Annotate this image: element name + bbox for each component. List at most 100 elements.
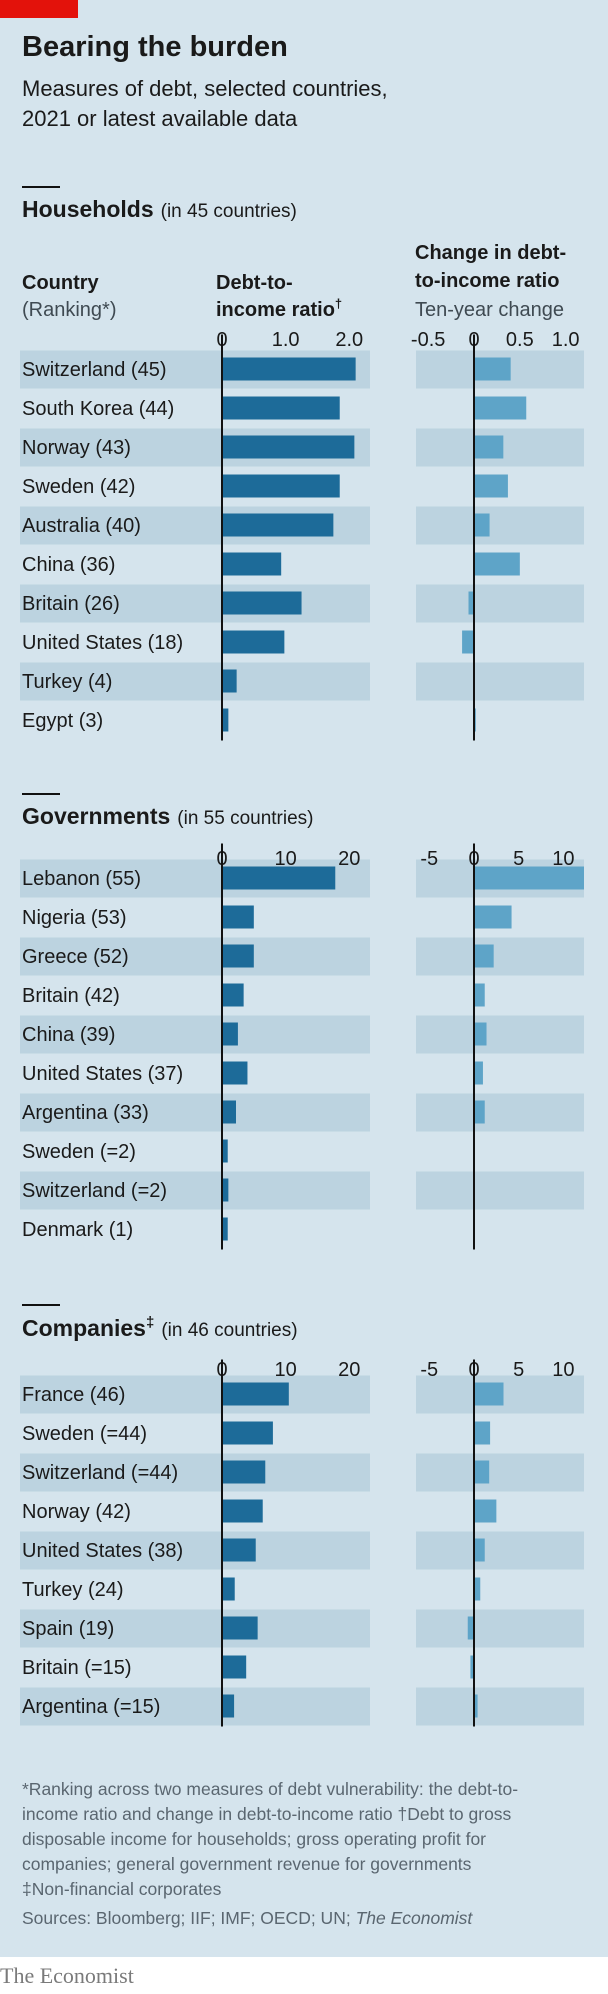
bar-ratio bbox=[222, 1178, 229, 1202]
row-band-right bbox=[416, 1687, 584, 1726]
row-label: Britain (42) bbox=[22, 985, 120, 1007]
row-label: Spain (19) bbox=[22, 1618, 114, 1640]
row-band-right bbox=[416, 1609, 584, 1648]
section-title: Households (in 45 countries) bbox=[22, 196, 297, 222]
row-label: Sweden (=44) bbox=[22, 1423, 147, 1445]
row-band-right bbox=[416, 1171, 584, 1210]
tick-label-change: -5 bbox=[420, 848, 438, 870]
row-band-right bbox=[416, 1531, 584, 1570]
row-label: Australia (40) bbox=[22, 515, 141, 537]
section-companies: Companies‡(in 46 countries)01020-50510Fr… bbox=[20, 1304, 584, 1727]
row-label: Turkey (24) bbox=[22, 1579, 124, 1601]
row-label: Denmark (1) bbox=[22, 1219, 133, 1241]
column-header-ratio-line2: income ratio† bbox=[216, 296, 342, 321]
bar-change bbox=[474, 1460, 490, 1484]
bar-ratio bbox=[222, 669, 237, 693]
row-label: Norway (43) bbox=[22, 437, 131, 459]
row-label: Turkey (4) bbox=[22, 671, 112, 693]
bar-change bbox=[474, 944, 494, 968]
row-label: Nigeria (53) bbox=[22, 907, 126, 929]
chart-sections: Households(in 45 countries)01.02.0-0.500… bbox=[20, 186, 584, 1727]
row-label: China (39) bbox=[22, 1024, 115, 1046]
bar-ratio bbox=[222, 396, 340, 420]
bar-change bbox=[474, 1577, 481, 1601]
bar-ratio bbox=[222, 1217, 228, 1241]
bar-ratio bbox=[222, 1655, 247, 1679]
bar-change bbox=[474, 474, 508, 498]
chart-subtitle-line1: Measures of debt, selected countries, bbox=[22, 76, 388, 101]
bar-change bbox=[474, 1499, 497, 1523]
row-band-left bbox=[20, 1609, 370, 1648]
section-households: Households(in 45 countries)01.02.0-0.500… bbox=[20, 186, 584, 741]
bar-ratio bbox=[222, 1100, 236, 1124]
row-band-left bbox=[20, 937, 370, 976]
row-label: Sweden (42) bbox=[22, 476, 135, 498]
column-header-change-line2: to-income ratio bbox=[415, 270, 559, 292]
row-band-left bbox=[20, 662, 370, 701]
bar-ratio bbox=[222, 983, 244, 1007]
bar-ratio bbox=[222, 474, 340, 498]
row-label: Egypt (3) bbox=[22, 710, 103, 732]
chart-subtitle-line2: 2021 or latest available data bbox=[22, 106, 298, 131]
section-title: Governments (in 55 countries) bbox=[22, 803, 314, 829]
bar-change bbox=[470, 1655, 474, 1679]
chart-title: Bearing the burden bbox=[22, 31, 288, 63]
tick-label-change: 10 bbox=[552, 1359, 574, 1381]
row-label: Switzerland (45) bbox=[22, 359, 167, 381]
bar-ratio bbox=[222, 1499, 263, 1523]
row-label: United States (18) bbox=[22, 632, 183, 654]
footnote-line3: disposable income for households; gross … bbox=[22, 1829, 486, 1849]
row-band-right bbox=[416, 584, 584, 623]
row-band-left bbox=[20, 1015, 370, 1054]
bar-ratio bbox=[222, 1061, 248, 1085]
footnote-line1: *Ranking across two measures of debt vul… bbox=[22, 1779, 518, 1799]
tick-label-change: 1.0 bbox=[552, 329, 580, 351]
row-band-left bbox=[20, 1531, 370, 1570]
row-label: France (46) bbox=[22, 1384, 125, 1406]
row-label: China (36) bbox=[22, 554, 115, 576]
bar-ratio bbox=[222, 905, 254, 929]
row-band-right bbox=[416, 1093, 584, 1132]
bar-change bbox=[474, 513, 490, 537]
footnote-line5: ‡Non-financial corporates bbox=[22, 1879, 222, 1899]
tick-label-change: -0.5 bbox=[411, 329, 445, 351]
row-band-left bbox=[20, 584, 370, 623]
row-band-left bbox=[20, 1453, 370, 1492]
tick-label-change: 0.5 bbox=[506, 329, 534, 351]
bar-ratio bbox=[222, 866, 336, 890]
bar-ratio bbox=[222, 357, 356, 381]
row-band-right bbox=[416, 1015, 584, 1054]
tick-label-ratio: 20 bbox=[338, 848, 360, 870]
bar-change bbox=[474, 1022, 487, 1046]
bar-change bbox=[468, 591, 474, 615]
bar-change bbox=[474, 983, 485, 1007]
row-label: Lebanon (55) bbox=[22, 868, 141, 890]
row-label: Switzerland (=44) bbox=[22, 1462, 178, 1484]
column-header-ratio-line1: Debt-to- bbox=[216, 272, 293, 294]
bar-change bbox=[474, 396, 527, 420]
tick-label-ratio: 1.0 bbox=[272, 329, 300, 351]
row-band-right bbox=[416, 937, 584, 976]
bar-ratio bbox=[222, 513, 334, 537]
row-label: United States (37) bbox=[22, 1063, 183, 1085]
bar-ratio bbox=[222, 708, 229, 732]
sources-note: Sources: Bloomberg; IIF; IMF; OECD; UN; … bbox=[22, 1908, 473, 1928]
bar-ratio bbox=[222, 1460, 266, 1484]
bar-ratio bbox=[222, 1421, 273, 1445]
bar-change bbox=[467, 1616, 474, 1640]
tick-label-ratio: 10 bbox=[275, 848, 297, 870]
red-accent-bar bbox=[0, 0, 78, 18]
bar-change bbox=[474, 1061, 483, 1085]
tick-label-ratio: 2.0 bbox=[335, 329, 363, 351]
section-title-text: Governments bbox=[22, 803, 170, 829]
tick-label-change: 10 bbox=[552, 848, 574, 870]
section-note: (in 45 countries) bbox=[161, 201, 297, 222]
bar-change bbox=[474, 552, 520, 576]
row-label: Greece (52) bbox=[22, 946, 129, 968]
bar-ratio bbox=[222, 1577, 235, 1601]
bar-change bbox=[474, 435, 504, 459]
bar-change bbox=[474, 866, 584, 890]
section-title-mark: ‡ bbox=[146, 1314, 154, 1331]
bar-change bbox=[474, 1100, 485, 1124]
row-band-right bbox=[416, 662, 584, 701]
